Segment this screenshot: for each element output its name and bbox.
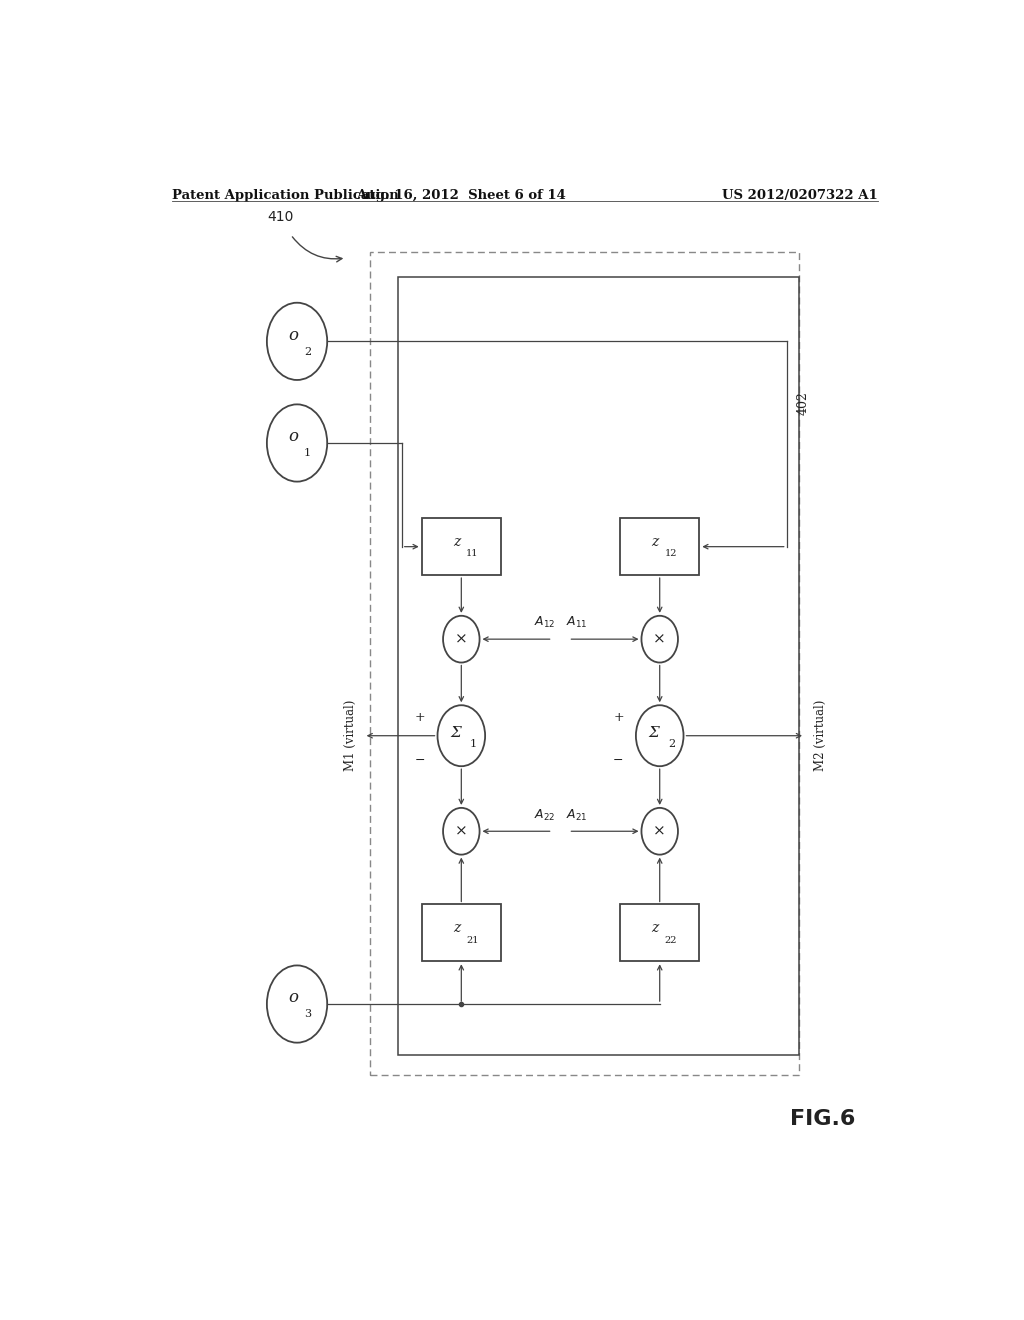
Text: o: o — [288, 990, 298, 1006]
Text: US 2012/0207322 A1: US 2012/0207322 A1 — [722, 189, 878, 202]
Text: M2 (virtual): M2 (virtual) — [814, 700, 827, 771]
Text: o: o — [288, 327, 298, 343]
Text: 402: 402 — [797, 392, 809, 416]
Text: $A_{22}$: $A_{22}$ — [534, 808, 555, 822]
Circle shape — [267, 404, 328, 482]
Text: ×: × — [653, 824, 666, 838]
Circle shape — [443, 615, 479, 663]
Circle shape — [636, 705, 684, 766]
Text: −: − — [415, 754, 425, 767]
Text: Σ: Σ — [649, 726, 659, 739]
Text: 2: 2 — [304, 347, 311, 356]
Circle shape — [267, 965, 328, 1043]
Text: 1: 1 — [304, 449, 311, 458]
Circle shape — [443, 808, 479, 854]
Text: 3: 3 — [304, 1010, 311, 1019]
Text: 12: 12 — [665, 549, 677, 558]
Text: z: z — [651, 535, 658, 549]
Circle shape — [641, 808, 678, 854]
Text: Aug. 16, 2012  Sheet 6 of 14: Aug. 16, 2012 Sheet 6 of 14 — [356, 189, 566, 202]
Text: +: + — [613, 711, 624, 723]
Text: z: z — [453, 535, 460, 549]
Bar — [620, 904, 699, 961]
Bar — [397, 277, 799, 1055]
Circle shape — [641, 615, 678, 663]
Text: ×: × — [455, 824, 468, 838]
Text: Patent Application Publication: Patent Application Publication — [172, 189, 398, 202]
Text: Σ: Σ — [451, 726, 461, 739]
Bar — [422, 904, 501, 961]
Circle shape — [437, 705, 485, 766]
Text: 22: 22 — [665, 936, 677, 945]
Bar — [422, 519, 501, 576]
Text: ×: × — [653, 632, 666, 647]
Text: M1 (virtual): M1 (virtual) — [344, 700, 356, 771]
Bar — [370, 252, 799, 1076]
Text: 410: 410 — [267, 210, 293, 224]
Text: o: o — [288, 429, 298, 445]
Text: $A_{21}$: $A_{21}$ — [565, 808, 587, 822]
Bar — [620, 519, 699, 576]
Text: z: z — [651, 921, 658, 935]
Text: $A_{12}$: $A_{12}$ — [534, 615, 555, 631]
FancyArrowPatch shape — [293, 236, 342, 261]
Text: 11: 11 — [466, 549, 478, 558]
Circle shape — [267, 302, 328, 380]
Text: $A_{11}$: $A_{11}$ — [565, 615, 587, 631]
Text: z: z — [453, 921, 460, 935]
Text: +: + — [415, 711, 425, 723]
Text: 2: 2 — [668, 739, 675, 748]
Text: 21: 21 — [466, 936, 478, 945]
Text: −: − — [613, 754, 624, 767]
Text: FIG.6: FIG.6 — [790, 1109, 855, 1129]
Text: ×: × — [455, 632, 468, 647]
Text: 1: 1 — [470, 739, 477, 748]
